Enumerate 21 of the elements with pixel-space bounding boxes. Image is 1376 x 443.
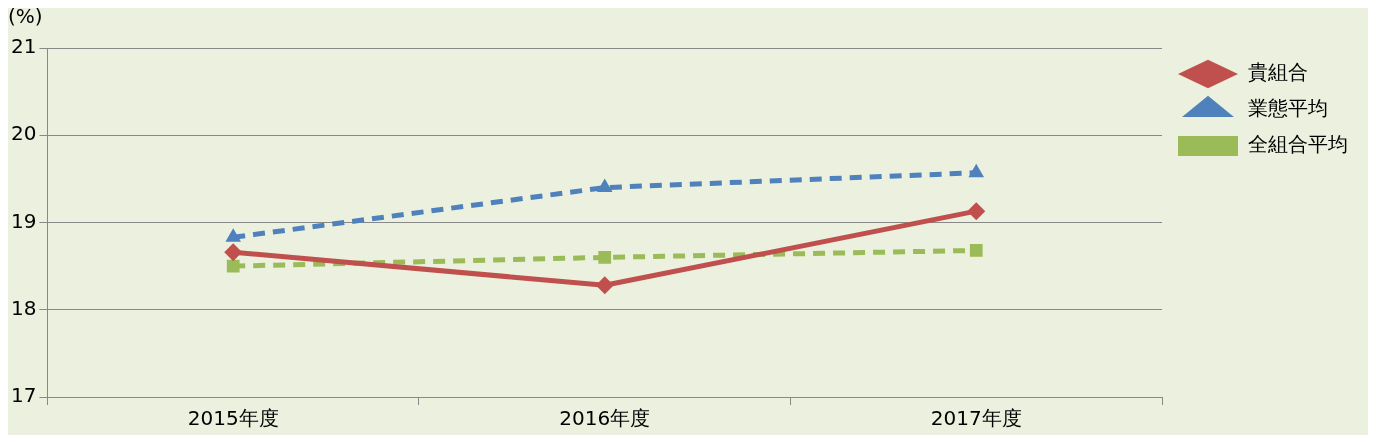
x-tick-label: 2016年度 <box>559 406 651 431</box>
x-tick-label: 2017年度 <box>930 406 1022 431</box>
y-tick-label: 21 <box>11 34 37 59</box>
point <box>596 178 613 193</box>
point <box>968 163 985 178</box>
point <box>969 244 983 257</box>
legend-label: 全組合平均 <box>1248 132 1348 157</box>
legend-label: 業態平均 <box>1248 96 1328 121</box>
y-axis-title: (%) <box>8 4 43 29</box>
point <box>226 259 240 273</box>
legend-label: 貴組合 <box>1248 60 1308 85</box>
point <box>595 276 614 295</box>
y-tick-label: 18 <box>11 295 37 320</box>
y-tick-label: 17 <box>11 383 37 408</box>
y-tick-label: 19 <box>11 208 37 233</box>
point <box>598 251 612 264</box>
x-tick-label: 2015年度 <box>187 406 279 431</box>
point <box>225 228 241 242</box>
point <box>224 243 243 262</box>
point <box>967 202 986 221</box>
y-tick-label: 20 <box>11 121 37 146</box>
